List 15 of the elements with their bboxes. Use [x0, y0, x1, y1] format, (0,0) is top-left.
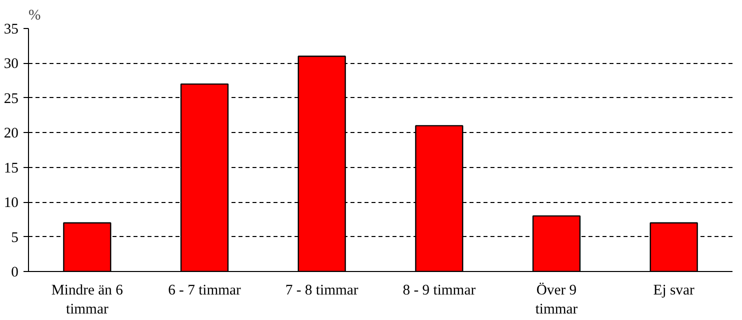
y-tick-label: 20 [4, 126, 18, 142]
y-axis-title: % [28, 8, 41, 24]
x-tick-label: Över 9 timmar [535, 282, 578, 318]
y-tick-label: 5 [11, 230, 18, 246]
x-tick-label: Mindre än 6 timmar [51, 282, 123, 318]
y-tick-label: 35 [4, 22, 18, 38]
y-tick-label: 30 [4, 56, 18, 72]
y-tick-label: 15 [4, 160, 18, 176]
x-tick-label: 6 - 7 timmar [168, 282, 242, 298]
y-tick-label: 0 [11, 264, 18, 280]
y-tick-label: 10 [4, 195, 18, 212]
x-tick-label: 7 - 8 timmar [285, 282, 358, 298]
x-tick-label: Ej svar [653, 282, 695, 298]
x-tick-label: 8 - 9 timmar [402, 282, 476, 298]
y-tick-label: 25 [4, 90, 18, 107]
